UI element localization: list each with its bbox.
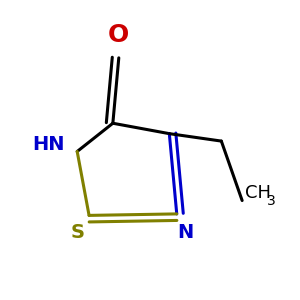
Text: N: N (178, 223, 194, 242)
Text: HN: HN (33, 135, 65, 154)
Text: O: O (108, 23, 129, 47)
Text: S: S (70, 223, 84, 242)
Text: CH: CH (245, 184, 271, 202)
Text: 3: 3 (267, 194, 276, 208)
